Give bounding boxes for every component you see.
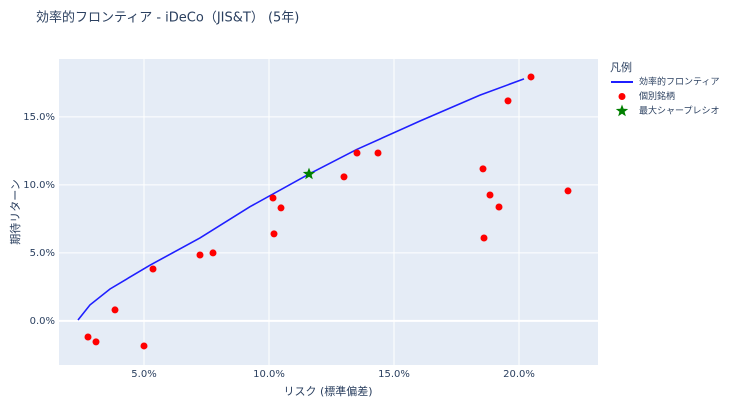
legend-label: 効率的フロンティア [639,76,719,88]
stock-point [149,265,157,273]
legend-icon [615,104,629,117]
stock-point [564,187,572,195]
legend-title: 凡例 [610,60,632,74]
legend-icon [618,93,626,100]
y-tick-label: 0.0% [30,316,55,327]
frontier-line [77,78,525,321]
stock-point [196,251,204,259]
max-sharpe-star [302,167,316,180]
stock-point [486,191,494,199]
stock-point [495,203,503,211]
y-tick-label: 10.0% [23,180,55,191]
stock-point [209,249,217,257]
stock-point [479,165,487,173]
x-axis-title: リスク (標準偏差) [283,384,372,398]
y-tick-label: 5.0% [30,248,55,259]
plot-area [59,59,598,365]
stock-point [480,234,488,242]
stock-point [374,149,382,157]
legend-label: 最大シャープレシオ [639,105,719,117]
stock-point [270,230,278,238]
stock-point [140,342,148,350]
x-tick-label: 15.0% [378,369,410,380]
stock-point [84,333,92,341]
legend-label: 個別銘柄 [639,90,675,102]
stock-point [340,173,348,181]
y-axis-title: 期待リターン [8,179,22,244]
stock-point [527,73,535,81]
x-tick-label: 10.0% [253,369,285,380]
stock-point [504,97,512,105]
x-tick-label: 20.0% [503,369,535,380]
stock-point [92,338,100,346]
stock-point [277,204,285,212]
stock-point [269,194,277,202]
stock-point [111,306,119,314]
chart-title: 効率的フロンティア - iDeCo（JIS&T） (5年) [36,10,299,26]
x-tick-label: 5.0% [131,369,156,380]
y-tick-label: 15.0% [23,112,55,123]
stock-point [353,149,361,157]
